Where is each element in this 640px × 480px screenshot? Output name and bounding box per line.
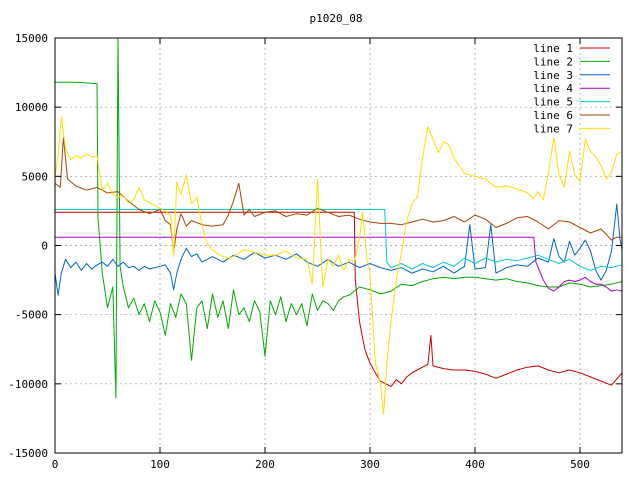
- y-tick-label: 5000: [22, 170, 49, 183]
- y-tick-label: -10000: [8, 378, 48, 391]
- y-tick-label: -15000: [8, 447, 48, 460]
- series-line-4: [55, 236, 622, 292]
- axis-ticks: 0 100 200 300 400 500 -15000 -10000 -5000 0 5000 10…: [8, 32, 622, 471]
- x-tick-label: 100: [150, 458, 170, 471]
- legend-label: line 6: [533, 109, 573, 122]
- series-line-5: [55, 209, 622, 271]
- grid-lines: [55, 38, 622, 453]
- x-tick-label: 400: [465, 458, 485, 471]
- x-tick-label: 200: [255, 458, 275, 471]
- y-tick-label: 15000: [15, 32, 48, 45]
- x-tick-label: 0: [52, 458, 59, 471]
- legend-label: line 7: [533, 122, 573, 135]
- legend-label: line 4: [533, 82, 573, 95]
- legend-label: line 2: [533, 55, 573, 68]
- series-lines: [55, 38, 622, 415]
- series-line-7: [55, 116, 622, 415]
- series-line-6: [55, 137, 622, 253]
- x-tick-label: 300: [360, 458, 380, 471]
- series-line-1: [55, 211, 622, 388]
- y-tick-label: 0: [41, 240, 48, 253]
- series-line-2: [55, 38, 622, 399]
- y-tick-label: -5000: [15, 309, 48, 322]
- legend-label: line 3: [533, 69, 573, 82]
- series-line-3: [55, 203, 622, 296]
- x-tick-label: 500: [570, 458, 590, 471]
- legend-label: line 1: [533, 42, 573, 55]
- legend-label: line 5: [533, 96, 573, 109]
- chart-title: p1020_08: [310, 12, 363, 25]
- y-tick-label: 10000: [15, 101, 48, 114]
